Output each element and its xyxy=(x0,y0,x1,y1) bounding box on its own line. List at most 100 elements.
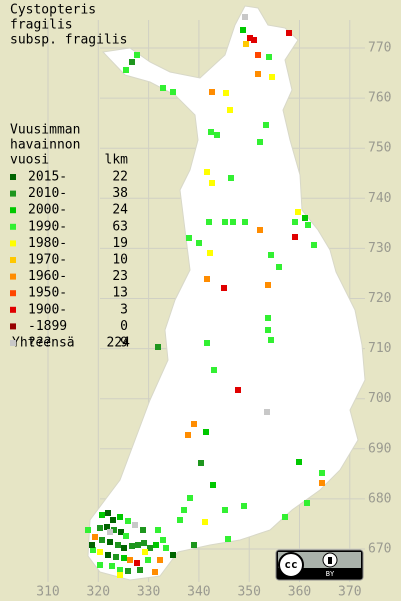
x-label: 330 xyxy=(137,585,160,600)
observation-dot xyxy=(142,549,148,555)
legend-count: 38 xyxy=(112,186,128,201)
observation-dot xyxy=(92,534,98,540)
observation-dot xyxy=(210,482,216,488)
observation-dot xyxy=(296,459,302,465)
observation-dot xyxy=(97,562,103,568)
observation-dot xyxy=(140,527,146,533)
observation-dot xyxy=(99,537,105,543)
legend-label: ??? xyxy=(28,336,51,351)
observation-dot xyxy=(118,529,124,535)
legend-swatch xyxy=(10,323,16,330)
license-badge: cc BY xyxy=(275,549,364,581)
legend-count: 63 xyxy=(112,219,128,234)
observation-dot xyxy=(129,543,135,549)
observation-dot xyxy=(198,460,204,466)
observation-dot xyxy=(203,429,209,435)
observation-dot xyxy=(209,180,215,186)
observation-dot xyxy=(265,327,271,333)
legend-count: 19 xyxy=(112,236,128,251)
observation-dot xyxy=(221,285,227,291)
observation-dot xyxy=(269,74,275,80)
observation-dot xyxy=(265,282,271,288)
observation-dot xyxy=(202,519,208,525)
observation-dot xyxy=(121,555,127,561)
observation-dot xyxy=(209,89,215,95)
observation-dot xyxy=(107,529,113,535)
observation-dot xyxy=(242,14,248,20)
observation-dot xyxy=(163,545,169,551)
legend-count: 23 xyxy=(112,269,128,284)
observation-dot xyxy=(204,169,210,175)
observation-dot xyxy=(257,227,263,233)
legend-count: 10 xyxy=(112,253,128,268)
observation-dot xyxy=(160,537,166,543)
observation-dot xyxy=(247,35,253,41)
title: subsp. fragilis xyxy=(10,33,127,48)
legend-count: 22 xyxy=(112,170,128,185)
observation-dot xyxy=(206,219,212,225)
legend-count: 0 xyxy=(120,319,128,334)
legend-swatch xyxy=(10,306,16,313)
observations xyxy=(85,14,325,578)
observation-dot xyxy=(105,510,111,516)
x-label: 320 xyxy=(87,585,110,600)
observation-dot xyxy=(113,554,119,560)
observation-dot xyxy=(214,132,220,138)
legend-label: -1899 xyxy=(28,319,67,334)
observation-dot xyxy=(263,122,269,128)
legend-label: 1960- xyxy=(28,269,67,284)
observation-dot xyxy=(97,549,103,555)
observation-dot xyxy=(227,107,233,113)
finland-outline xyxy=(87,5,366,581)
observation-dot xyxy=(147,545,153,551)
y-label: 740 xyxy=(368,191,391,206)
y-label: 730 xyxy=(368,241,391,256)
y-label: 750 xyxy=(368,141,391,156)
observation-dot xyxy=(319,470,325,476)
observation-dot xyxy=(266,54,272,60)
observation-dot xyxy=(134,560,140,566)
observation-dot xyxy=(302,215,308,221)
observation-dot xyxy=(115,542,121,548)
legend-count: 24 xyxy=(112,203,128,218)
legend-label: 1950- xyxy=(28,286,67,301)
observation-dot xyxy=(141,540,147,546)
observation-dot xyxy=(204,276,210,282)
title: fragilis xyxy=(10,18,73,33)
observation-dot xyxy=(107,539,113,545)
legend-count-header: lkm xyxy=(105,153,129,168)
observation-dot xyxy=(230,219,236,225)
observation-dot xyxy=(117,572,123,578)
observation-dot xyxy=(129,59,135,65)
observation-dot xyxy=(121,545,127,551)
observation-dot xyxy=(295,209,301,215)
observation-dot xyxy=(185,432,191,438)
legend-swatch xyxy=(10,290,16,297)
x-label: 310 xyxy=(36,585,59,600)
cc-label: cc xyxy=(284,558,297,571)
observation-dot xyxy=(125,568,131,574)
observation-dot xyxy=(235,387,241,393)
observation-dot xyxy=(242,219,248,225)
observation-dot xyxy=(123,67,129,73)
observation-dot xyxy=(117,514,123,520)
by-label: BY xyxy=(326,570,335,578)
legend-count: 13 xyxy=(112,286,128,301)
legend-count: 9 xyxy=(120,336,128,351)
y-label: 700 xyxy=(368,391,391,406)
legend-label: 1990- xyxy=(28,219,67,234)
x-label: 350 xyxy=(237,585,260,600)
observation-dot xyxy=(187,495,193,501)
observation-dot xyxy=(225,536,231,542)
legend-swatch xyxy=(10,223,16,230)
observation-dot xyxy=(292,234,298,240)
observation-dot xyxy=(181,507,187,513)
observation-dot xyxy=(304,500,310,506)
observation-dot xyxy=(241,503,247,509)
observation-dot xyxy=(319,480,325,486)
observation-dot xyxy=(155,344,161,350)
observation-dot xyxy=(191,421,197,427)
observation-dot xyxy=(292,219,298,225)
legend-swatch xyxy=(10,273,16,280)
observation-dot xyxy=(196,240,202,246)
